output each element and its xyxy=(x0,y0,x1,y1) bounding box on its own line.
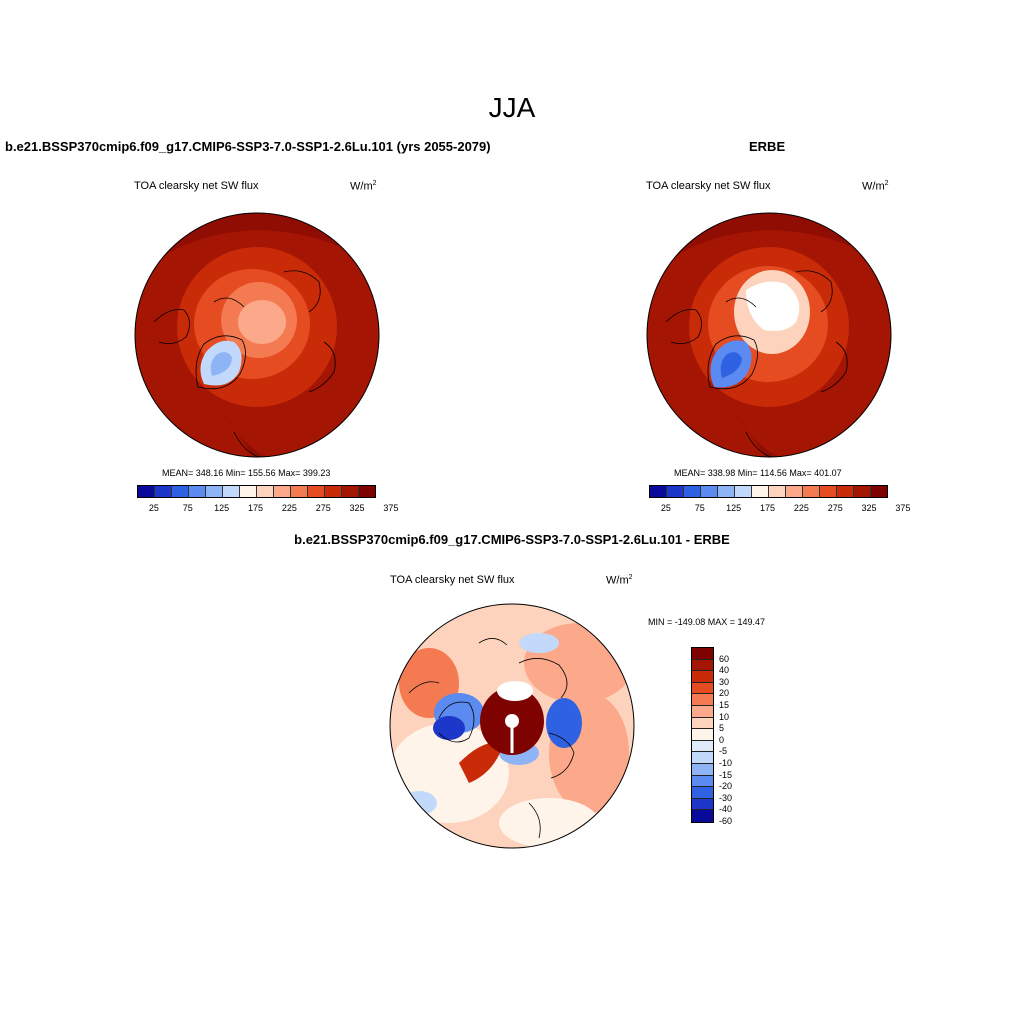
colorbar-swatch xyxy=(256,486,273,497)
colorbar-tick-label: -40 xyxy=(719,804,733,815)
colorbar-tick-label: 75 xyxy=(182,503,193,513)
obs-stats: MEAN= 338.98 Min= 114.56 Max= 401.07 xyxy=(674,468,842,478)
colorbar-swatch xyxy=(666,486,683,497)
model-variable-label: TOA clearsky net SW flux xyxy=(134,180,259,192)
colorbar-tick-label: 75 xyxy=(694,503,705,513)
colorbar-tick-label: 275 xyxy=(827,503,843,513)
colorbar-tick-label: 15 xyxy=(719,700,730,710)
colorbar-swatch xyxy=(222,486,239,497)
colorbar-tick-label: -10 xyxy=(719,758,733,768)
colorbar-swatch xyxy=(819,486,836,497)
colorbar-swatch xyxy=(692,648,713,660)
diff-colorbar xyxy=(691,647,714,823)
colorbar-swatch xyxy=(692,787,713,799)
colorbar-swatch xyxy=(683,486,700,497)
season-title: JJA xyxy=(488,92,536,123)
colorbar-swatch xyxy=(692,659,713,672)
obs-colorbar-labels: 25 75 125 175 225 275 325 375 xyxy=(649,503,911,515)
colorbar-tick-label: 175 xyxy=(247,503,264,513)
colorbar-swatch xyxy=(692,694,713,706)
colorbar-tick-label: 60 xyxy=(719,653,730,664)
colorbar-tick-label: 125 xyxy=(726,503,742,513)
colorbar-swatch xyxy=(692,763,713,776)
model-colorbar-labels: 25 75 125 175 225 275 325 375 xyxy=(137,503,399,515)
colorbar-tick-label: 25 xyxy=(148,503,159,513)
colorbar-swatch xyxy=(692,775,713,788)
colorbar-tick-label: 225 xyxy=(793,503,809,513)
obs-units-label: W/m2 xyxy=(862,180,889,193)
colorbar-swatch xyxy=(692,810,713,822)
colorbar-tick-label: 125 xyxy=(214,503,230,513)
colorbar-tick-label: 275 xyxy=(315,503,331,513)
colorbar-swatch xyxy=(751,486,768,497)
colorbar-swatch xyxy=(692,705,713,718)
colorbar-swatch xyxy=(154,486,171,497)
colorbar-swatch xyxy=(205,486,222,497)
model-polar-map xyxy=(134,212,380,458)
colorbar-swatch xyxy=(324,486,341,497)
colorbar-swatch xyxy=(692,682,713,695)
colorbar-swatch xyxy=(273,486,290,497)
colorbar-swatch xyxy=(700,486,717,497)
colorbar-swatch xyxy=(692,729,713,741)
colorbar-swatch xyxy=(358,486,375,497)
colorbar-swatch xyxy=(836,486,853,497)
obs-variable-label: TOA clearsky net SW flux xyxy=(646,180,771,192)
colorbar-tick-label: 325 xyxy=(861,503,877,513)
colorbar-tick-label: 0 xyxy=(719,734,725,745)
diff-polar-map xyxy=(389,603,635,849)
colorbar-tick-label: 175 xyxy=(759,503,776,513)
colorbar-tick-label: 225 xyxy=(281,503,297,513)
colorbar-swatch xyxy=(785,486,802,497)
colorbar-swatch xyxy=(717,486,734,497)
colorbar-swatch xyxy=(692,717,713,730)
colorbar-swatch xyxy=(692,740,713,753)
colorbar-swatch xyxy=(692,798,713,811)
colorbar-swatch xyxy=(307,486,324,497)
colorbar-tick-label: 20 xyxy=(719,688,730,699)
colorbar-swatch xyxy=(138,486,154,497)
model-units-label: W/m2 xyxy=(350,180,377,193)
colorbar-swatch xyxy=(870,486,887,497)
diff-colorbar-labels: 60 40 30 20 15 10 5 0 -5 -10 -15 -20 -30 -40 -60 xyxy=(719,647,749,847)
obs-panel-title: ERBE xyxy=(749,139,786,154)
colorbar-swatch xyxy=(734,486,751,497)
colorbar-tick-label: -20 xyxy=(719,781,733,792)
colorbar-tick-label: 375 xyxy=(895,503,911,513)
colorbar-swatch xyxy=(692,671,713,683)
model-colorbar xyxy=(137,485,376,498)
diff-minmax: MIN = -149.08 MAX = 149.47 xyxy=(648,617,766,627)
colorbar-swatch xyxy=(341,486,358,497)
colorbar-tick-label: 5 xyxy=(719,723,725,734)
colorbar-tick-label: -60 xyxy=(719,816,733,826)
colorbar-tick-label: -30 xyxy=(719,792,733,803)
colorbar-tick-label: 30 xyxy=(719,676,730,687)
colorbar-swatch xyxy=(692,752,713,764)
colorbar-swatch xyxy=(290,486,307,497)
colorbar-tick-label: 25 xyxy=(660,503,671,513)
colorbar-tick-label: -15 xyxy=(719,769,733,780)
model-stats: MEAN= 348.16 Min= 155.56 Max= 399.23 xyxy=(162,468,331,478)
colorbar-tick-label: 40 xyxy=(719,665,730,676)
colorbar-swatch xyxy=(650,486,666,497)
obs-colorbar xyxy=(649,485,888,498)
colorbar-swatch xyxy=(171,486,188,497)
colorbar-swatch xyxy=(768,486,785,497)
colorbar-swatch xyxy=(188,486,205,497)
diff-units-label: W/m2 xyxy=(606,574,633,587)
colorbar-tick-label: 375 xyxy=(383,503,399,513)
colorbar-tick-label: -5 xyxy=(719,746,728,757)
colorbar-swatch xyxy=(239,486,256,497)
diff-variable-label: TOA clearsky net SW flux xyxy=(390,574,515,586)
colorbar-swatch xyxy=(802,486,819,497)
colorbar-tick-label: 325 xyxy=(349,503,365,513)
colorbar-swatch xyxy=(853,486,870,497)
obs-polar-map xyxy=(646,212,892,458)
model-panel-title: b.e21.BSSP370cmip6.f09_g17.CMIP6-SSP3-7.… xyxy=(5,139,491,154)
diff-panel-title: b.e21.BSSP370cmip6.f09_g17.CMIP6-SSP3-7.… xyxy=(294,532,730,547)
colorbar-tick-label: 10 xyxy=(719,711,730,722)
